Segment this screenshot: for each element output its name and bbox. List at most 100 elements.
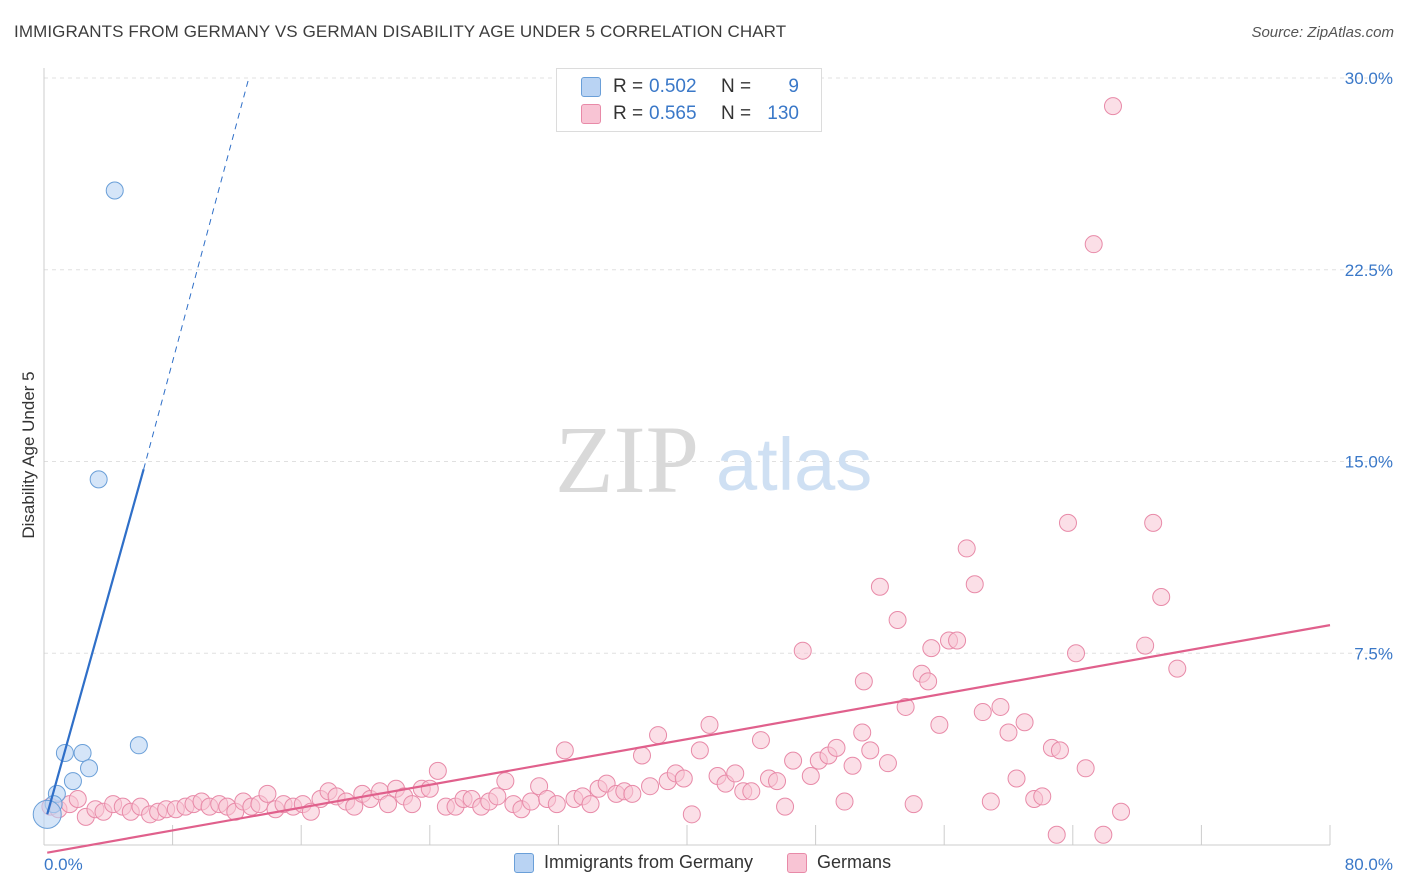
germans-point bbox=[1136, 636, 1155, 655]
x-tick-label: 80.0% bbox=[1345, 855, 1393, 874]
germans-point bbox=[641, 777, 660, 796]
legend-swatch-blue bbox=[581, 77, 601, 97]
legend-item-immigrants[interactable]: Immigrants from Germany bbox=[514, 852, 753, 873]
germans-point bbox=[1015, 713, 1034, 732]
legend-r-value: 0.565 bbox=[649, 103, 697, 124]
chart-title: IMMIGRANTS FROM GERMANY VS GERMAN DISABI… bbox=[14, 22, 787, 41]
legend-r-value: 0.502 bbox=[649, 76, 697, 97]
germans-point bbox=[1094, 825, 1113, 844]
legend-n-label: N = bbox=[721, 103, 752, 124]
germans-point bbox=[379, 795, 398, 814]
correlation-legend: R = 0.502 N = 9 R = 0.565 N = 130 bbox=[556, 68, 822, 132]
germans-point bbox=[555, 741, 574, 760]
watermark: ZIP atlas bbox=[555, 406, 872, 513]
germans-point bbox=[854, 672, 873, 691]
germans-point bbox=[878, 754, 897, 773]
germans-point bbox=[522, 792, 541, 811]
germans-point bbox=[1007, 769, 1026, 788]
germans-point bbox=[682, 805, 701, 824]
germans-point bbox=[1152, 588, 1171, 607]
legend-r-label: R = bbox=[613, 103, 644, 124]
germans-point bbox=[973, 703, 992, 722]
germans-point bbox=[784, 751, 803, 770]
germans-point bbox=[726, 764, 745, 783]
germans-point bbox=[403, 795, 422, 814]
germans-point bbox=[700, 715, 719, 734]
germans-point bbox=[827, 738, 846, 757]
germans-point bbox=[649, 726, 668, 745]
germans-point bbox=[581, 795, 600, 814]
watermark-atlas: atlas bbox=[716, 423, 872, 506]
germans-point bbox=[1033, 787, 1052, 806]
legend-swatch-blue bbox=[514, 852, 534, 873]
legend-label: Immigrants from Germany bbox=[544, 852, 754, 872]
germans-point bbox=[904, 795, 923, 814]
germans-point bbox=[981, 792, 1000, 811]
germans-point bbox=[922, 639, 941, 658]
germans-point bbox=[690, 741, 709, 760]
axis-layer bbox=[43, 68, 1331, 846]
germans-point bbox=[488, 787, 507, 806]
germans-point bbox=[674, 769, 693, 788]
trend-layer bbox=[46, 80, 1331, 854]
x-tick-label: 0.0% bbox=[44, 855, 83, 874]
immigrants-point bbox=[63, 772, 82, 791]
germans-point bbox=[957, 539, 976, 558]
germans-point bbox=[1112, 802, 1131, 821]
legend-swatch-pink bbox=[581, 104, 601, 124]
germans-point bbox=[870, 577, 889, 596]
germans-point bbox=[751, 731, 770, 750]
immigrants-point bbox=[105, 181, 124, 200]
germans-point bbox=[258, 784, 277, 803]
watermark-zip: ZIP bbox=[555, 406, 699, 513]
germans-point bbox=[853, 723, 872, 742]
germans-point bbox=[861, 741, 880, 760]
germans-point bbox=[623, 784, 642, 803]
germans-point bbox=[1058, 513, 1077, 532]
germans-point bbox=[919, 672, 938, 691]
germans-point bbox=[1084, 235, 1103, 254]
germans-point bbox=[776, 797, 795, 816]
legend-swatch-pink bbox=[787, 852, 808, 873]
germans-point bbox=[632, 746, 651, 765]
legend-item-germans[interactable]: Germans bbox=[787, 852, 891, 873]
immigrants-point bbox=[129, 736, 148, 755]
series-legend: Immigrants from Germany Germans bbox=[514, 852, 925, 873]
germans-point bbox=[1144, 513, 1163, 532]
legend-n-value: 130 bbox=[767, 103, 799, 124]
germans-point bbox=[835, 792, 854, 811]
germans-point bbox=[930, 715, 949, 734]
y-tick-label: 7.5% bbox=[1354, 644, 1393, 663]
germans-point bbox=[530, 777, 549, 796]
germans-point bbox=[1067, 644, 1086, 663]
legend-n-label: N = bbox=[721, 76, 752, 97]
y-tick-label: 22.5% bbox=[1345, 261, 1393, 280]
y-axis-label: Disability Age Under 5 bbox=[19, 371, 38, 538]
immigrants-trend-extension bbox=[143, 80, 249, 470]
germans-point bbox=[1050, 741, 1069, 760]
germans-point bbox=[768, 772, 787, 791]
germans-point bbox=[999, 723, 1018, 742]
y-tick-label: 30.0% bbox=[1345, 69, 1393, 88]
germans-point bbox=[948, 631, 967, 650]
source-label: Source: ZipAtlas.com bbox=[1251, 24, 1394, 41]
legend-r-label: R = bbox=[613, 76, 644, 97]
germans-trend-line bbox=[47, 624, 1331, 854]
y-tick-label: 15.0% bbox=[1345, 453, 1393, 472]
germans-point bbox=[1168, 659, 1187, 678]
germans-point bbox=[965, 575, 984, 594]
germans-point bbox=[547, 795, 566, 814]
germans-point bbox=[801, 766, 820, 785]
germans-point bbox=[742, 782, 761, 801]
germans-point bbox=[1076, 759, 1095, 778]
immigrants-point bbox=[89, 470, 108, 489]
germans-point bbox=[793, 641, 812, 660]
germans-point bbox=[888, 611, 907, 630]
germans-point bbox=[896, 697, 915, 716]
germans-point bbox=[428, 761, 447, 780]
label-layer: 7.5% 15.0% 22.5% 30.0% 0.0% 80.0% bbox=[44, 69, 1393, 874]
germans-point bbox=[496, 772, 515, 791]
legend-n-value: 9 bbox=[788, 76, 799, 97]
germans-point bbox=[1103, 97, 1122, 116]
